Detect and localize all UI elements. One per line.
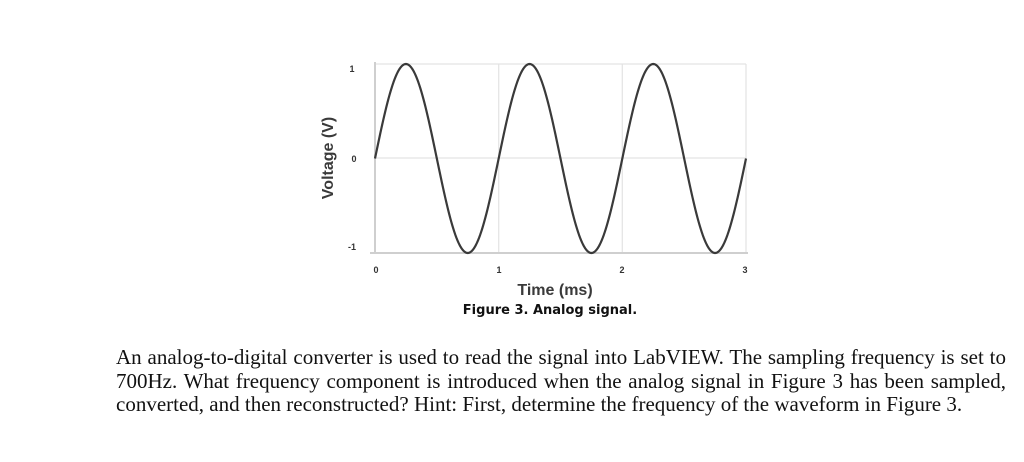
y-tick-neg1: -1 xyxy=(348,242,356,252)
sine-waveform xyxy=(373,62,748,255)
x-axis-label: Time (ms) xyxy=(517,282,592,299)
y-tick-1: 1 xyxy=(349,64,354,74)
x-tick-2: 2 xyxy=(619,265,624,275)
question-paragraph: An analog-to-digital converter is used t… xyxy=(116,345,1006,416)
x-tick-0: 0 xyxy=(373,265,378,275)
y-tick-0: 0 xyxy=(351,154,356,164)
x-tick-1: 1 xyxy=(496,265,501,275)
figure-caption: Figure 3. Analog signal. xyxy=(462,303,638,318)
y-axis-label: Voltage (V) xyxy=(320,117,337,199)
x-tick-3: 3 xyxy=(742,265,747,275)
analog-signal-figure: 1 0 -1 0 1 2 3 Voltage (V) Time (ms) Fig… xyxy=(320,62,748,318)
sine-wave-chart: 1 0 -1 0 1 2 3 Voltage (V) Time (ms) xyxy=(320,62,748,299)
